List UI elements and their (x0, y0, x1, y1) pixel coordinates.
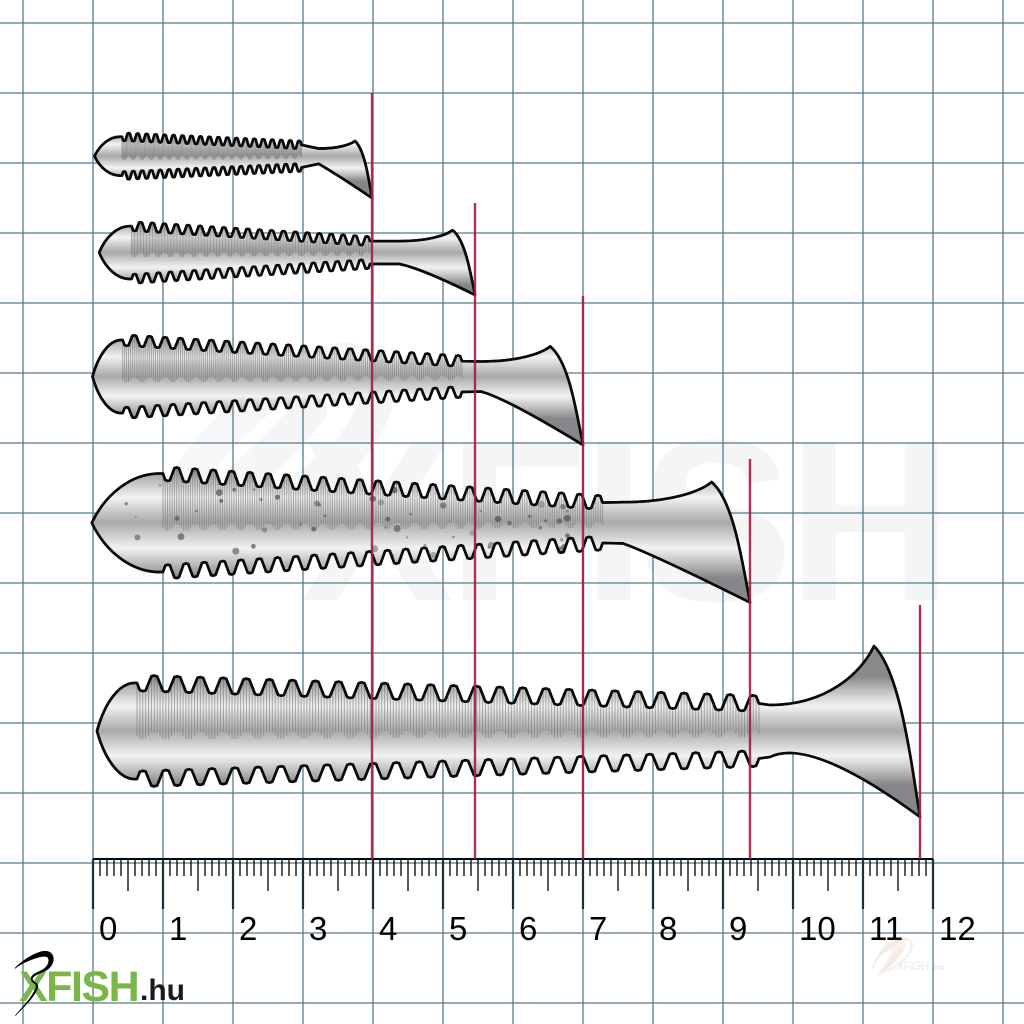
svg-text:2: 2 (239, 910, 257, 947)
svg-text:.hu: .hu (140, 974, 185, 1007)
svg-text:3: 3 (309, 910, 327, 947)
svg-text:XFISH: XFISH (896, 959, 929, 973)
svg-text:.hu: .hu (931, 962, 945, 972)
svg-text:12: 12 (939, 910, 976, 947)
svg-text:5: 5 (449, 910, 467, 947)
svg-text:7: 7 (589, 910, 607, 947)
svg-text:4: 4 (379, 910, 397, 947)
svg-text:10: 10 (799, 910, 836, 947)
svg-text:0: 0 (99, 910, 117, 947)
svg-text:8: 8 (659, 910, 677, 947)
svg-text:6: 6 (519, 910, 537, 947)
svg-text:9: 9 (729, 910, 747, 947)
svg-text:1: 1 (169, 910, 187, 947)
